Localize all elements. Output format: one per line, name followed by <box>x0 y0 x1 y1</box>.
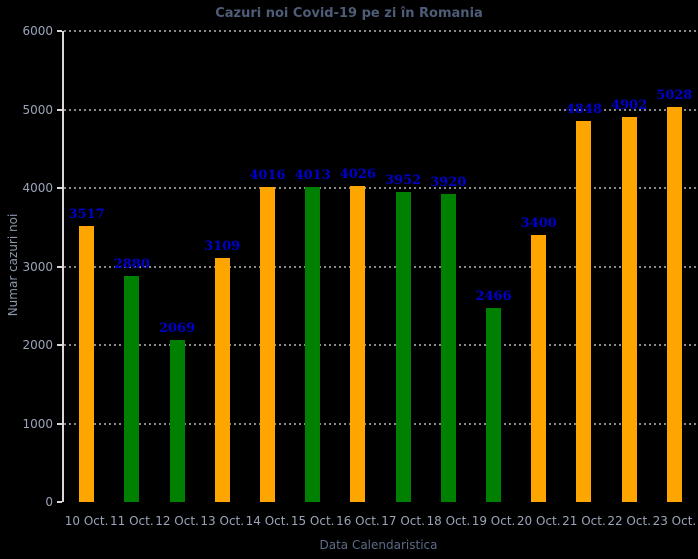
bar-22oct <box>621 117 637 502</box>
x-tick-label: 10 Oct. <box>64 514 109 528</box>
bar-15oct <box>305 186 321 502</box>
bar-value-label: 5028 <box>656 88 693 104</box>
y-tick-mark-5000 <box>57 108 62 111</box>
x-axis-label: Data Calendaristica <box>319 538 438 552</box>
bar-value-label: 3517 <box>68 206 105 222</box>
x-tick-label: 20 Oct. <box>516 514 561 528</box>
y-gridline-1000 <box>64 422 698 425</box>
y-tick-label-5000: 5000 <box>22 102 53 117</box>
bar-19oct <box>486 308 502 502</box>
y-tick-mark-2000 <box>57 344 62 346</box>
bar-18oct <box>440 194 456 502</box>
bar-10oct <box>79 225 95 502</box>
y-tick-mark-6000 <box>57 30 62 32</box>
bar-value-label: 4013 <box>294 167 331 183</box>
bar-value-label: 4016 <box>249 167 286 183</box>
y-tick-label-0: 0 <box>45 495 53 509</box>
bar-16oct <box>350 185 366 502</box>
bar-13oct <box>214 257 230 502</box>
bar-value-label: 4848 <box>565 102 603 118</box>
x-tick-label: 22 Oct. <box>607 514 651 528</box>
x-tick-label: 12 Oct. <box>155 514 199 528</box>
x-tick-label: 15 Oct. <box>290 514 335 528</box>
x-tick-label: 19 Oct. <box>471 514 516 528</box>
y-tick-mark-3000 <box>57 265 62 268</box>
bar-value-label: 2466 <box>475 289 512 305</box>
bar-value-label: 3400 <box>520 216 557 232</box>
x-tick-label: 21 Oct. <box>562 514 606 528</box>
x-tick-label: 11 Oct. <box>109 514 154 528</box>
bar-value-label: 3920 <box>430 175 467 191</box>
y-tick-label-1000: 1000 <box>22 416 53 431</box>
plot-area: 0 1000 2000 3000 4000 5000 6000 3517 10 Oct. 2880… <box>22 24 698 528</box>
y-gridline-3000 <box>64 265 698 268</box>
chart-title: Cazuri noi Covid-19 pe zi în Romania <box>215 6 483 21</box>
y-tick-mark-4000 <box>57 187 62 189</box>
x-tick-label: 17 Oct. <box>381 514 425 528</box>
bar-value-label: 4026 <box>339 166 376 182</box>
x-tick-label: 13 Oct. <box>200 514 245 528</box>
x-tick-label: 16 Oct. <box>336 514 380 528</box>
x-tick-label: 23 Oct. <box>652 514 697 528</box>
bar-14oct <box>259 186 275 502</box>
x-tick-label: 14 Oct. <box>245 514 290 528</box>
bar-20oct <box>531 235 547 502</box>
x-tick-label: 18 Oct. <box>426 514 471 528</box>
bar-21oct <box>576 121 592 502</box>
bar-11oct <box>124 275 140 502</box>
bar-value-label: 3952 <box>385 172 422 188</box>
bar-23oct <box>666 107 682 502</box>
bar-12oct <box>169 339 185 502</box>
y-gridline-5000 <box>64 108 698 111</box>
y-gridline-4000 <box>64 187 698 189</box>
y-gridline-2000 <box>64 344 698 346</box>
bar-value-label: 2880 <box>113 256 150 272</box>
y-tick-label-4000: 4000 <box>22 181 53 195</box>
bar-value-label: 2069 <box>158 320 196 336</box>
bar-value-label: 3109 <box>204 238 241 254</box>
y-tick-label-6000: 6000 <box>22 24 53 38</box>
y-tick-mark-1000 <box>57 422 62 425</box>
y-tick-mark-0 <box>57 501 62 503</box>
y-tick-label-2000: 2000 <box>22 338 53 352</box>
bar-value-label: 4902 <box>611 98 648 114</box>
y-gridline-6000 <box>64 30 698 32</box>
bar-17oct <box>395 191 411 502</box>
y-tick-label-3000: 3000 <box>22 259 53 274</box>
